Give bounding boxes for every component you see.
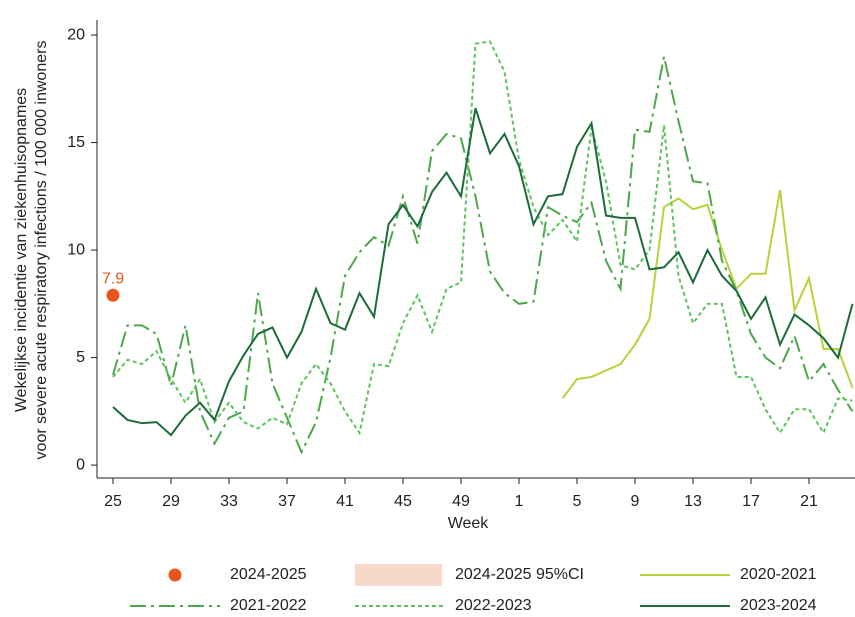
y-tick-label: 0 (76, 456, 85, 473)
x-tick-label: 1 (515, 493, 524, 510)
x-tick-label: 17 (742, 493, 760, 510)
x-axis-label: Week (448, 515, 490, 532)
x-tick-label: 25 (104, 493, 122, 510)
legend-marker (168, 568, 182, 582)
legend-label: 2023-2024 (740, 597, 817, 614)
y-axis-label: voor severe acute respiratory infections… (33, 41, 50, 460)
legend-label: 2021-2022 (230, 597, 307, 614)
x-tick-label: 29 (162, 493, 180, 510)
y-tick-label: 5 (76, 349, 85, 366)
data-label: 7.9 (102, 270, 124, 287)
series-line (112, 107, 854, 437)
y-axis-label: Wekelijkse incidentie van ziekenhuisopna… (13, 88, 30, 412)
legend-label: 2022-2023 (455, 597, 532, 614)
legend-label: 2024-2025 95%CI (455, 566, 584, 583)
legend-label: 2020-2021 (740, 566, 817, 583)
x-tick-label: 37 (278, 493, 296, 510)
x-tick-label: 5 (573, 493, 582, 510)
series-line (561, 189, 854, 400)
x-tick-label: 49 (452, 493, 470, 510)
x-tick-label: 41 (336, 493, 354, 510)
legend-swatch (355, 564, 442, 586)
y-tick-label: 15 (67, 134, 85, 151)
series-line (112, 56, 854, 455)
y-tick-label: 20 (67, 26, 85, 43)
legend-label: 2024-2025 (230, 566, 307, 583)
x-tick-label: 9 (631, 493, 640, 510)
x-tick-label: 45 (394, 493, 412, 510)
data-point (106, 288, 120, 302)
x-tick-label: 13 (684, 493, 702, 510)
y-tick-label: 10 (67, 241, 85, 258)
x-tick-label: 33 (220, 493, 238, 510)
x-tick-label: 21 (800, 493, 818, 510)
series-line (112, 40, 853, 436)
